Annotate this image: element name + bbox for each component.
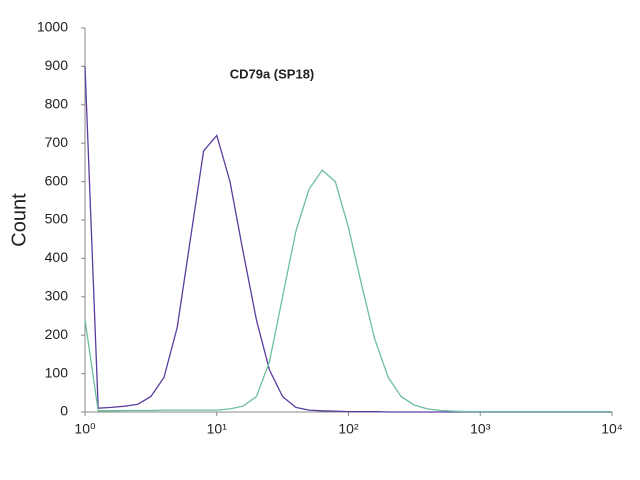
x-tick-label: 10¹ [207,421,228,437]
y-tick-label: 900 [45,57,69,73]
series-line [84,66,612,413]
y-tick-label: 0 [60,403,68,419]
x-tick-label: 10² [338,421,359,437]
y-tick-label: 100 [45,364,69,380]
y-tick-label: 800 [45,96,69,112]
y-tick-label: 1000 [37,19,68,35]
y-tick-label: 500 [45,211,69,227]
y-tick-label: 200 [45,326,69,342]
x-tick-label: 10⁴ [601,421,623,437]
series-line [84,169,612,413]
y-tick-label: 400 [45,249,69,265]
y-tick-label: 600 [45,172,69,188]
y-axis-label: Count [8,193,30,247]
x-tick-label: 10⁰ [74,421,96,437]
y-tick-label: 300 [45,288,69,304]
y-tick-label: 700 [45,134,69,150]
chart-title: CD79a (SP18) [230,66,315,81]
x-tick-label: 10³ [470,421,491,437]
